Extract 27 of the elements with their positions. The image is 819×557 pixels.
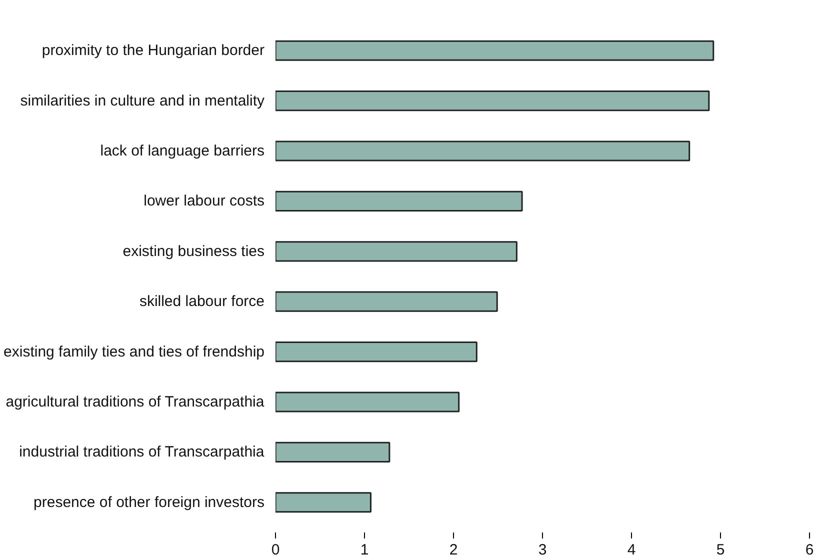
bar [276, 190, 523, 212]
y-tick-label: lack of language barriers [100, 142, 265, 160]
x-tick-label: 4 [627, 542, 636, 557]
y-tick-label: existing family ties and ties of frendship [4, 343, 265, 360]
y-tick-label: similarities in culture and in mentality [20, 92, 265, 110]
bar [276, 90, 710, 112]
y-tick-label: agricultural traditions of Transcarpathia [6, 393, 265, 410]
x-tick-label: 0 [271, 542, 280, 557]
y-tick-label: lower labour costs [144, 192, 265, 210]
y-tick-label: industrial traditions of Transcarpathia [19, 444, 265, 461]
bar [276, 140, 690, 162]
bar [276, 392, 460, 412]
bar [276, 442, 390, 462]
x-tick-label: 5 [716, 542, 725, 557]
bar [276, 241, 518, 262]
x-tick-label: 3 [538, 542, 547, 557]
x-tick-label: 6 [805, 542, 814, 557]
y-tick-label: proximity to the Hungarian border [42, 42, 265, 60]
bar [276, 40, 714, 61]
bar [276, 492, 372, 513]
y-tick-label: skilled labour force [139, 293, 264, 310]
x-tick-label: 1 [360, 542, 369, 557]
bar [276, 291, 498, 312]
y-tick-label: presence of other foreign investors [34, 494, 265, 511]
y-tick-label: existing business ties [122, 242, 265, 260]
bar [276, 342, 478, 362]
x-tick-label: 2 [449, 542, 458, 557]
